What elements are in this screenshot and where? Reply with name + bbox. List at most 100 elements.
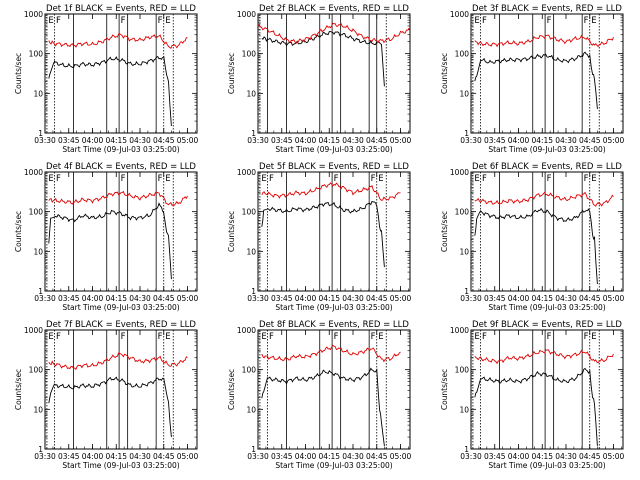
- x-tick-label: 03:30: [460, 452, 482, 461]
- y-tick-label: 1000: [237, 326, 256, 335]
- interval-label: F: [269, 332, 274, 342]
- x-tick-label: 04:30: [555, 452, 577, 461]
- interval-label: F: [482, 16, 487, 26]
- y-tick-label: 1: [464, 445, 469, 454]
- interval-label: F: [269, 174, 274, 184]
- x-tick-label: 04:45: [153, 136, 175, 145]
- x-tick-label: 05:00: [390, 294, 412, 303]
- y-tick-label: 1000: [237, 168, 256, 177]
- y-tick-label: 100: [29, 366, 44, 375]
- x-tick-label: 04:30: [555, 294, 577, 303]
- x-tick-label: 03:45: [484, 294, 506, 303]
- y-tick-label: 10: [33, 89, 43, 98]
- x-tick-label: 04:45: [579, 452, 601, 461]
- y-tick-label: 1000: [24, 10, 43, 19]
- y-tick-label: 100: [455, 50, 470, 59]
- x-tick-label: 03:30: [460, 136, 482, 145]
- y-axis-label: Counts/sec: [14, 211, 23, 252]
- panel-title: Det 2f BLACK = Events, RED = LLD: [259, 4, 409, 14]
- interval-label: E: [474, 16, 479, 26]
- interval-label: F: [482, 332, 487, 342]
- x-axis-label: Start Time (09-Jul-03 03:25:00): [488, 461, 605, 470]
- x-tick-label: 03:45: [484, 452, 506, 461]
- panel-title: Det 3f BLACK = Events, RED = LLD: [472, 4, 622, 14]
- interval-label: F: [56, 16, 61, 26]
- panel-det-9: Det 9f BLACK = Events, RED = LLD 1 10 100 10…: [440, 320, 625, 470]
- x-tick-label: 04:15: [531, 294, 553, 303]
- x-tick-label: 04:45: [366, 452, 388, 461]
- plot-frame: [470, 171, 624, 292]
- x-tick-label: 04:00: [82, 136, 104, 145]
- series-events-line: [48, 202, 172, 280]
- y-tick-label: 1: [38, 129, 43, 138]
- x-tick-label: 05:00: [603, 452, 625, 461]
- x-axis-label: Start Time (09-Jul-03 03:25:00): [275, 461, 392, 470]
- x-tick-label: 03:30: [34, 452, 56, 461]
- y-tick-label: 100: [29, 208, 44, 217]
- x-tick-label: 04:00: [82, 452, 104, 461]
- panel-det-8: Det 8f BLACK = Events, RED = LLD 1 10 100 10…: [227, 320, 412, 470]
- y-tick-label: 1: [251, 129, 256, 138]
- x-tick-label: 04:30: [555, 136, 577, 145]
- y-tick-label: 10: [246, 89, 256, 98]
- panel-title: Det 5f BLACK = Events, RED = LLD: [259, 162, 409, 172]
- panel-det-2: Det 2f BLACK = Events, RED = LLD 1 10 100 10…: [227, 4, 412, 154]
- series-lld-line: [48, 352, 188, 371]
- x-tick-label: 03:30: [34, 136, 56, 145]
- x-tick-label: 03:45: [484, 136, 506, 145]
- y-tick-label: 1: [464, 287, 469, 296]
- interval-label: F: [121, 16, 126, 26]
- panel-title: Det 8f BLACK = Events, RED = LLD: [259, 320, 409, 330]
- x-tick-label: 04:30: [129, 294, 151, 303]
- series-events-line: [474, 367, 598, 446]
- y-tick-label: 10: [33, 247, 43, 256]
- panel-det-6: Det 6f BLACK = Events, RED = LLD 1 10 100 10…: [440, 162, 625, 312]
- series-lld-line: [257, 22, 411, 45]
- interval-label: E: [474, 174, 479, 184]
- y-axis-label: Counts/sec: [14, 369, 23, 410]
- x-tick-label: 03:30: [247, 452, 269, 461]
- y-tick-label: 1000: [24, 168, 43, 177]
- x-axis-label: Start Time (09-Jul-03 03:25:00): [62, 461, 179, 470]
- series-events-line: [261, 200, 385, 268]
- x-tick-label: 04:15: [531, 136, 553, 145]
- x-tick-label: 03:45: [58, 452, 80, 461]
- x-tick-label: 03:30: [460, 294, 482, 303]
- interval-label: F: [56, 174, 61, 184]
- x-tick-label: 04:15: [105, 452, 127, 461]
- x-tick-label: 03:45: [271, 294, 293, 303]
- plot-frame: [257, 329, 411, 450]
- y-tick-label: 1: [251, 445, 256, 454]
- x-tick-label: 04:45: [579, 136, 601, 145]
- y-tick-label: 10: [459, 89, 469, 98]
- y-tick-label: 1000: [450, 326, 469, 335]
- y-tick-label: 10: [246, 247, 256, 256]
- panel-title: Det 6f BLACK = Events, RED = LLD: [472, 162, 622, 172]
- x-axis-label: Start Time (09-Jul-03 03:25:00): [62, 303, 179, 312]
- x-tick-label: 04:45: [153, 294, 175, 303]
- x-axis-label: Start Time (09-Jul-03 03:25:00): [488, 303, 605, 312]
- plot-frame: [470, 329, 624, 450]
- interval-label: F: [371, 174, 376, 184]
- y-tick-label: 10: [459, 405, 469, 414]
- interval-label: F: [334, 332, 339, 342]
- x-tick-label: 04:15: [318, 452, 340, 461]
- series-lld-line: [261, 344, 401, 363]
- interval-label: E: [591, 16, 596, 26]
- x-tick-label: 05:00: [603, 136, 625, 145]
- y-tick-label: 100: [455, 208, 470, 217]
- y-tick-label: 1: [38, 445, 43, 454]
- interval-label: F: [158, 174, 163, 184]
- y-tick-label: 1: [38, 287, 43, 296]
- y-tick-label: 100: [242, 366, 257, 375]
- x-tick-label: 03:45: [58, 136, 80, 145]
- x-tick-label: 05:00: [603, 294, 625, 303]
- x-tick-label: 04:30: [342, 294, 364, 303]
- x-tick-label: 03:45: [271, 452, 293, 461]
- series-events-line: [474, 51, 598, 110]
- interval-label: F: [584, 332, 589, 342]
- x-axis-label: Start Time (09-Jul-03 03:25:00): [275, 145, 392, 154]
- panel-title: Det 1f BLACK = Events, RED = LLD: [46, 4, 196, 14]
- y-tick-label: 1000: [450, 168, 469, 177]
